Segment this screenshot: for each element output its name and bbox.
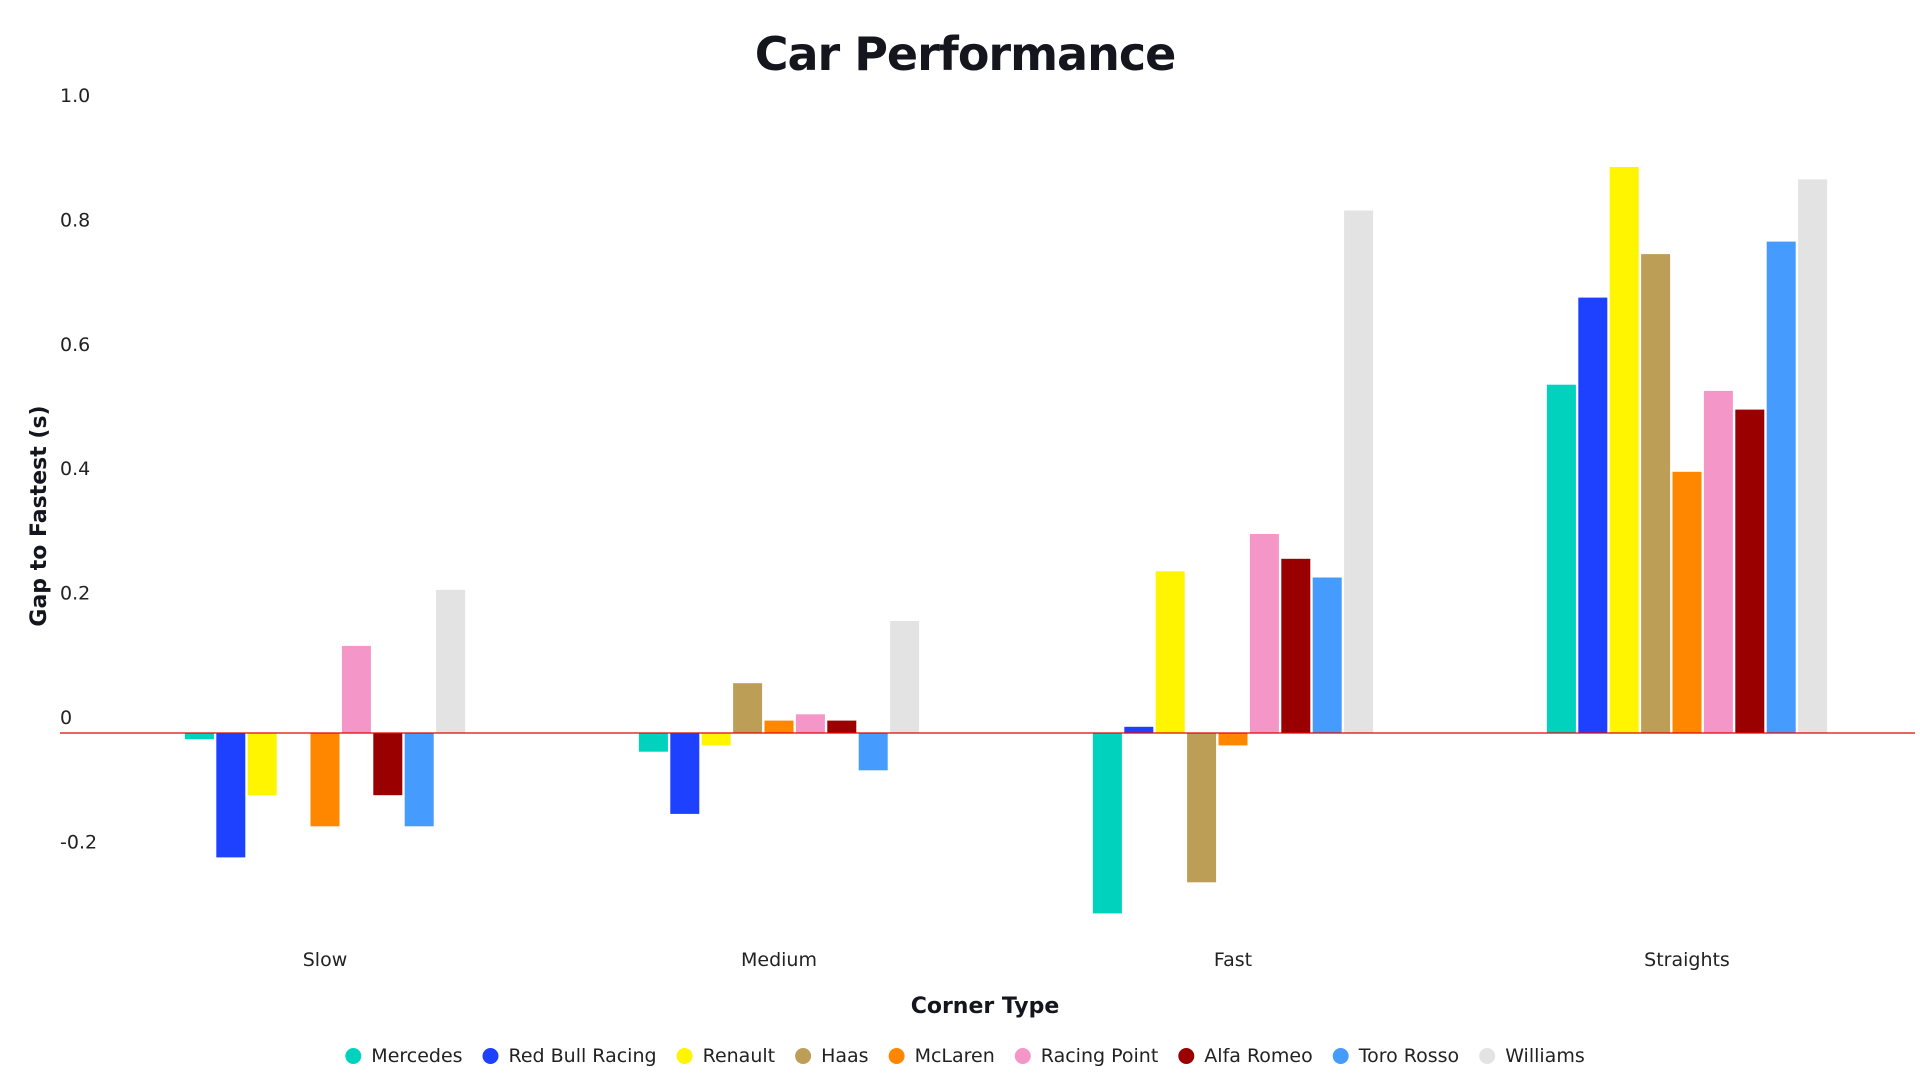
- bar-fast-mclaren[interactable]: [1218, 733, 1248, 746]
- legend-swatch: [1332, 1048, 1349, 1064]
- bar-straights-racing-point[interactable]: [1703, 390, 1733, 733]
- bar-medium-alfa-romeo[interactable]: [827, 720, 857, 733]
- legend-item-mercedes[interactable]: Mercedes: [345, 1045, 463, 1067]
- bar-straights-alfa-romeo[interactable]: [1735, 409, 1765, 733]
- legend-label: Haas: [821, 1045, 868, 1067]
- legend-item-racing-point[interactable]: Racing Point: [1014, 1045, 1158, 1067]
- legend-swatch: [1014, 1048, 1031, 1064]
- bar-fast-haas[interactable]: [1187, 733, 1217, 883]
- bar-slow-mercedes[interactable]: [184, 733, 214, 740]
- bar-slow-racing-point[interactable]: [341, 645, 371, 733]
- y-tick-label: 0.4: [60, 458, 90, 480]
- y-tick-label: 1.0: [60, 85, 90, 107]
- bar-slow-williams[interactable]: [436, 589, 466, 733]
- bar-medium-renault[interactable]: [701, 733, 731, 746]
- legend-item-renault[interactable]: Renault: [676, 1045, 776, 1067]
- legend-swatch: [676, 1048, 693, 1064]
- bar-medium-racing-point[interactable]: [795, 714, 825, 733]
- legend-item-mclaren[interactable]: McLaren: [888, 1045, 995, 1067]
- legend-swatch: [888, 1048, 905, 1064]
- bar-slow-toro-rosso[interactable]: [404, 733, 434, 827]
- legend-swatch: [795, 1048, 812, 1064]
- y-axis-ticks: 1.0 0.8 0.6 0.4 0.2 0 -0.2: [60, 85, 97, 853]
- legend-swatch: [345, 1048, 362, 1064]
- legend-label: Renault: [703, 1045, 776, 1067]
- legend-label: Mercedes: [371, 1045, 462, 1067]
- bar-straights-haas[interactable]: [1641, 254, 1671, 733]
- legend-item-red-bull-racing[interactable]: Red Bull Racing: [482, 1045, 657, 1067]
- bar-fast-racing-point[interactable]: [1249, 534, 1279, 733]
- legend-item-haas[interactable]: Haas: [795, 1045, 869, 1067]
- x-axis-ticks: Slow Medium Fast Straights: [303, 949, 1730, 971]
- legend-label: Racing Point: [1041, 1045, 1158, 1067]
- y-tick-label: 0.8: [60, 209, 90, 231]
- y-axis-title: Gap to Fastest (s): [27, 405, 52, 626]
- bar-medium-haas[interactable]: [733, 683, 763, 733]
- legend-label: Toro Rosso: [1358, 1045, 1459, 1067]
- bar-straights-mclaren[interactable]: [1672, 471, 1702, 733]
- bar-medium-williams[interactable]: [890, 621, 920, 733]
- bar-straights-red-bull-racing[interactable]: [1578, 297, 1608, 733]
- legend-swatch: [482, 1048, 499, 1064]
- bar-medium-toro-rosso[interactable]: [858, 733, 888, 771]
- x-tick-label: Medium: [741, 949, 817, 971]
- bar-fast-red-bull-racing[interactable]: [1124, 726, 1154, 733]
- legend-label: Red Bull Racing: [509, 1045, 657, 1067]
- bar-straights-renault[interactable]: [1609, 167, 1639, 733]
- bar-straights-mercedes[interactable]: [1546, 384, 1576, 733]
- bar-fast-alfa-romeo[interactable]: [1281, 558, 1311, 733]
- y-tick-label: 0.6: [60, 334, 90, 356]
- chart-title: Car Performance: [755, 27, 1176, 81]
- x-tick-label: Slow: [303, 949, 348, 971]
- bar-fast-toro-rosso[interactable]: [1312, 577, 1342, 734]
- legend-label: Alfa Romeo: [1204, 1045, 1312, 1067]
- bar-fast-mercedes[interactable]: [1092, 733, 1122, 914]
- x-tick-label: Fast: [1214, 949, 1252, 971]
- legend-swatch: [1178, 1048, 1195, 1064]
- y-tick-label: 0.2: [60, 583, 90, 605]
- bar-slow-alfa-romeo[interactable]: [373, 733, 403, 796]
- legend-item-williams[interactable]: Williams: [1479, 1045, 1585, 1067]
- bar-straights-toro-rosso[interactable]: [1766, 241, 1796, 733]
- y-tick-label: -0.2: [60, 831, 97, 853]
- legend-swatch: [1479, 1048, 1496, 1064]
- legend: Mercedes Red Bull Racing Renault Haas McLare…: [345, 1045, 1585, 1067]
- bar-straights-williams[interactable]: [1798, 179, 1828, 733]
- x-tick-label: Straights: [1644, 949, 1730, 971]
- y-tick-label: 0: [60, 707, 72, 729]
- x-axis-title: Corner Type: [911, 994, 1060, 1019]
- bars: [184, 167, 1828, 914]
- bar-slow-mclaren[interactable]: [310, 733, 340, 827]
- bar-medium-mercedes[interactable]: [638, 733, 668, 752]
- bar-slow-renault[interactable]: [247, 733, 277, 796]
- legend-item-alfa-romeo[interactable]: Alfa Romeo: [1178, 1045, 1313, 1067]
- bar-medium-red-bull-racing[interactable]: [670, 733, 700, 814]
- bar-medium-mclaren[interactable]: [764, 720, 794, 733]
- bar-slow-red-bull-racing[interactable]: [216, 733, 246, 858]
- legend-label: McLaren: [915, 1045, 995, 1067]
- bar-fast-renault[interactable]: [1155, 571, 1185, 733]
- legend-label: Williams: [1505, 1045, 1585, 1067]
- bar-fast-williams[interactable]: [1344, 210, 1374, 734]
- legend-item-toro-rosso[interactable]: Toro Rosso: [1332, 1045, 1459, 1067]
